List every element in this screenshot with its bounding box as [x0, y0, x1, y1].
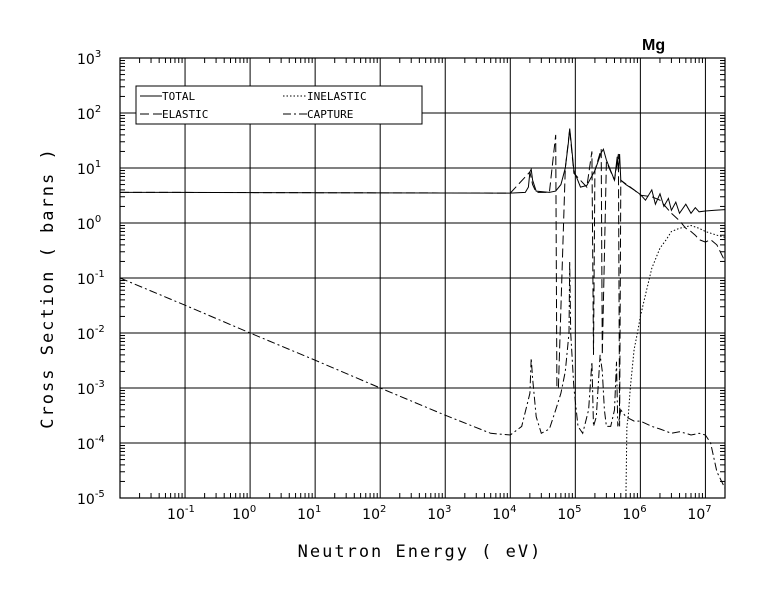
y-tick-label-1: 10-4 [77, 434, 105, 453]
y-axis-label: Cross Section ( barns ) [38, 147, 58, 428]
legend-label-capture: CAPTURE [307, 108, 353, 121]
y-tick-label-2: 10-3 [77, 379, 105, 398]
plot-frame [119, 57, 726, 499]
y-tick-label-0: 10-5 [77, 489, 105, 508]
x-tick-label-8: 107 [687, 504, 711, 523]
x-tick-label-2: 101 [297, 504, 321, 523]
x-tick-label-1: 100 [232, 504, 256, 523]
x-tick-label-7: 106 [622, 504, 646, 523]
series-line-elastic [120, 129, 726, 427]
x-tick-label-0: 10-1 [167, 504, 195, 523]
series-line-capture [119, 261, 726, 489]
y-tick-labels: 10-5 10-4 10-3 10-2 10-1 100 101 102 103 [77, 49, 105, 508]
y-tick-label-7: 102 [77, 104, 101, 123]
y-tick-label-3: 10-2 [77, 324, 105, 343]
legend-label-total: TOTAL [162, 90, 195, 103]
x-tick-label-4: 103 [427, 504, 451, 523]
series-layer [119, 128, 726, 499]
legend-box [135, 85, 423, 125]
x-tick-labels: 10-1 100 101 102 103 104 105 106 107 [167, 504, 712, 523]
legend-label-inelastic: INELASTIC [307, 90, 367, 103]
x-axis-label: Neutron Energy ( eV) [298, 542, 543, 562]
y-tick-label-5: 100 [77, 214, 101, 233]
legend: TOTAL ELASTIC INELASTIC CAPTURE [135, 85, 423, 125]
y-tick-label-4: 10-1 [77, 269, 105, 288]
y-tick-label-8: 103 [77, 49, 101, 68]
x-tick-label-6: 105 [557, 504, 581, 523]
x-tick-label-5: 104 [492, 504, 516, 523]
legend-label-elastic: ELASTIC [162, 108, 208, 121]
minor-ticks [120, 58, 726, 498]
y-tick-label-6: 101 [77, 159, 101, 178]
chart-title: Mg [642, 37, 665, 54]
x-tick-label-3: 102 [362, 504, 386, 523]
